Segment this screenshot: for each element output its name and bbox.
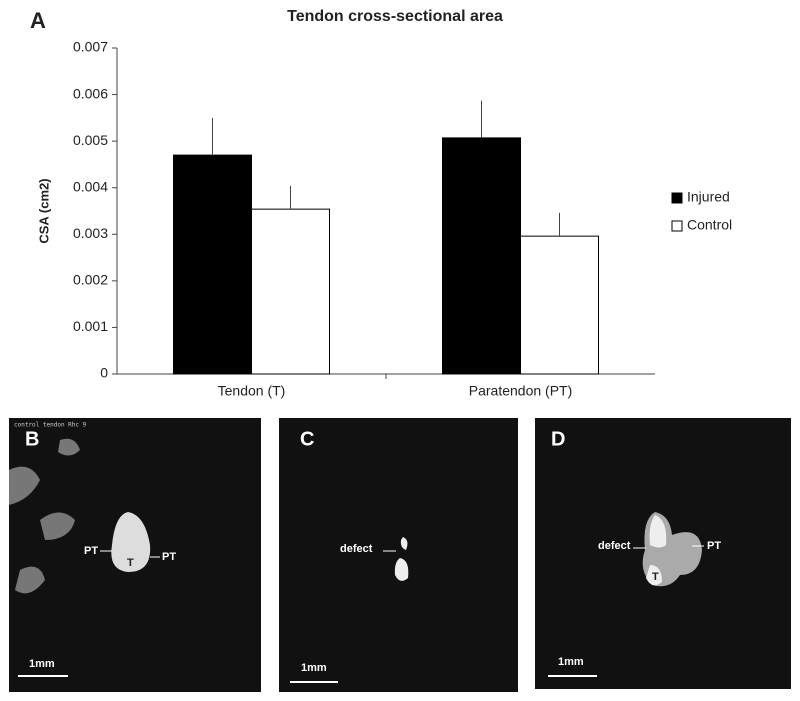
panel-c: C defect 1mm	[279, 418, 518, 692]
chart-title: Tendon cross-sectional area	[287, 8, 503, 25]
panel-letter: D	[551, 428, 565, 450]
panel-d: D defect T PT 1mm	[535, 418, 791, 689]
y-tick-label: 0.004	[73, 178, 108, 194]
tissue	[9, 438, 80, 594]
annotation: defect	[598, 540, 631, 552]
legend-label: Injured	[687, 189, 730, 205]
y-tick-label: 0.005	[73, 132, 108, 148]
scale-label: 1mm	[558, 656, 584, 668]
y-tick-label: 0.001	[73, 318, 108, 334]
annotation: PT	[162, 551, 176, 563]
y-tick-label: 0	[100, 365, 108, 381]
scale-label: 1mm	[301, 662, 327, 674]
panel-letter: C	[300, 428, 314, 450]
tissue	[394, 537, 409, 581]
bar	[442, 137, 521, 375]
legend-swatch	[671, 220, 683, 232]
y-tick-label: 0.002	[73, 272, 108, 288]
panel-b: B control tendon Rhc 9 PT T PT 1mm	[9, 418, 261, 692]
figure-label: A	[30, 8, 46, 33]
tissue	[646, 515, 667, 586]
annotation: PT	[707, 540, 721, 552]
legend-swatch	[671, 192, 683, 204]
bar	[520, 235, 599, 375]
bar	[173, 154, 252, 375]
annotation: T	[652, 571, 659, 583]
annotation: T	[127, 557, 134, 569]
y-tick-label: 0.006	[73, 85, 108, 101]
caption: control tendon Rhc 9	[14, 422, 87, 429]
y-axis-label: CSA (cm2)	[36, 178, 51, 243]
x-tick-label: Paratendon (PT)	[469, 383, 573, 399]
y-tick-label: 0.003	[73, 225, 108, 241]
scale-label: 1mm	[29, 658, 55, 670]
bar	[251, 208, 330, 375]
tissue	[111, 512, 151, 572]
annotation: defect	[340, 543, 373, 555]
panel-letter: B	[25, 428, 39, 450]
y-tick-label: 0.007	[73, 39, 108, 55]
legend-label: Control	[687, 217, 732, 233]
panel-background	[279, 418, 518, 692]
annotation: PT	[84, 545, 98, 557]
x-tick-label: Tendon (T)	[218, 383, 286, 399]
